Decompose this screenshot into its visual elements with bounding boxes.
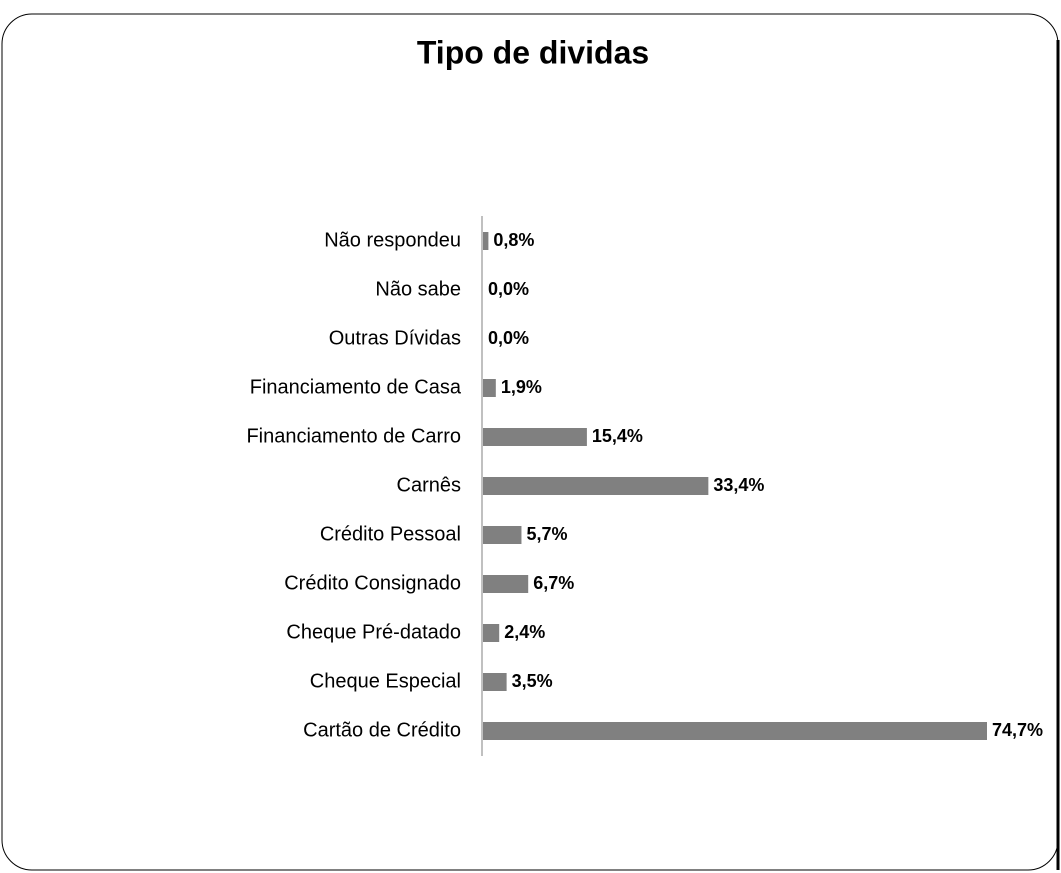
- category-label: Crédito Pessoal: [320, 523, 461, 545]
- category-label: Carnês: [397, 474, 461, 496]
- category-label: Financiamento de Carro: [246, 425, 461, 447]
- bar: [483, 673, 507, 691]
- chart-title: Tipo de dividas: [417, 34, 649, 70]
- bar: [483, 722, 987, 740]
- category-label: Cheque Pré-datado: [286, 621, 461, 643]
- value-label: 15,4%: [592, 426, 643, 446]
- bar: [483, 477, 709, 495]
- bar: [483, 379, 496, 397]
- value-label: 0,8%: [493, 230, 534, 250]
- bar: [483, 232, 489, 250]
- value-label: 2,4%: [504, 622, 545, 642]
- category-label: Cheque Especial: [310, 670, 461, 692]
- value-label: 1,9%: [501, 377, 542, 397]
- category-label: Outras Dívidas: [329, 327, 461, 349]
- category-label: Financiamento de Casa: [250, 376, 462, 398]
- category-label: Crédito Consignado: [284, 572, 461, 594]
- category-label: Não respondeu: [324, 229, 461, 251]
- category-label: Não sabe: [375, 278, 461, 300]
- value-label: 3,5%: [512, 671, 553, 691]
- bar: [483, 428, 587, 446]
- value-label: 0,0%: [488, 328, 529, 348]
- value-label: 0,0%: [488, 279, 529, 299]
- value-label: 6,7%: [533, 573, 574, 593]
- bar: [483, 526, 522, 544]
- value-label: 74,7%: [992, 720, 1043, 740]
- value-label: 5,7%: [526, 524, 567, 544]
- bar: [483, 624, 500, 642]
- bar: [483, 575, 529, 593]
- category-label: Cartão de Crédito: [303, 719, 461, 741]
- value-label: 33,4%: [713, 475, 764, 495]
